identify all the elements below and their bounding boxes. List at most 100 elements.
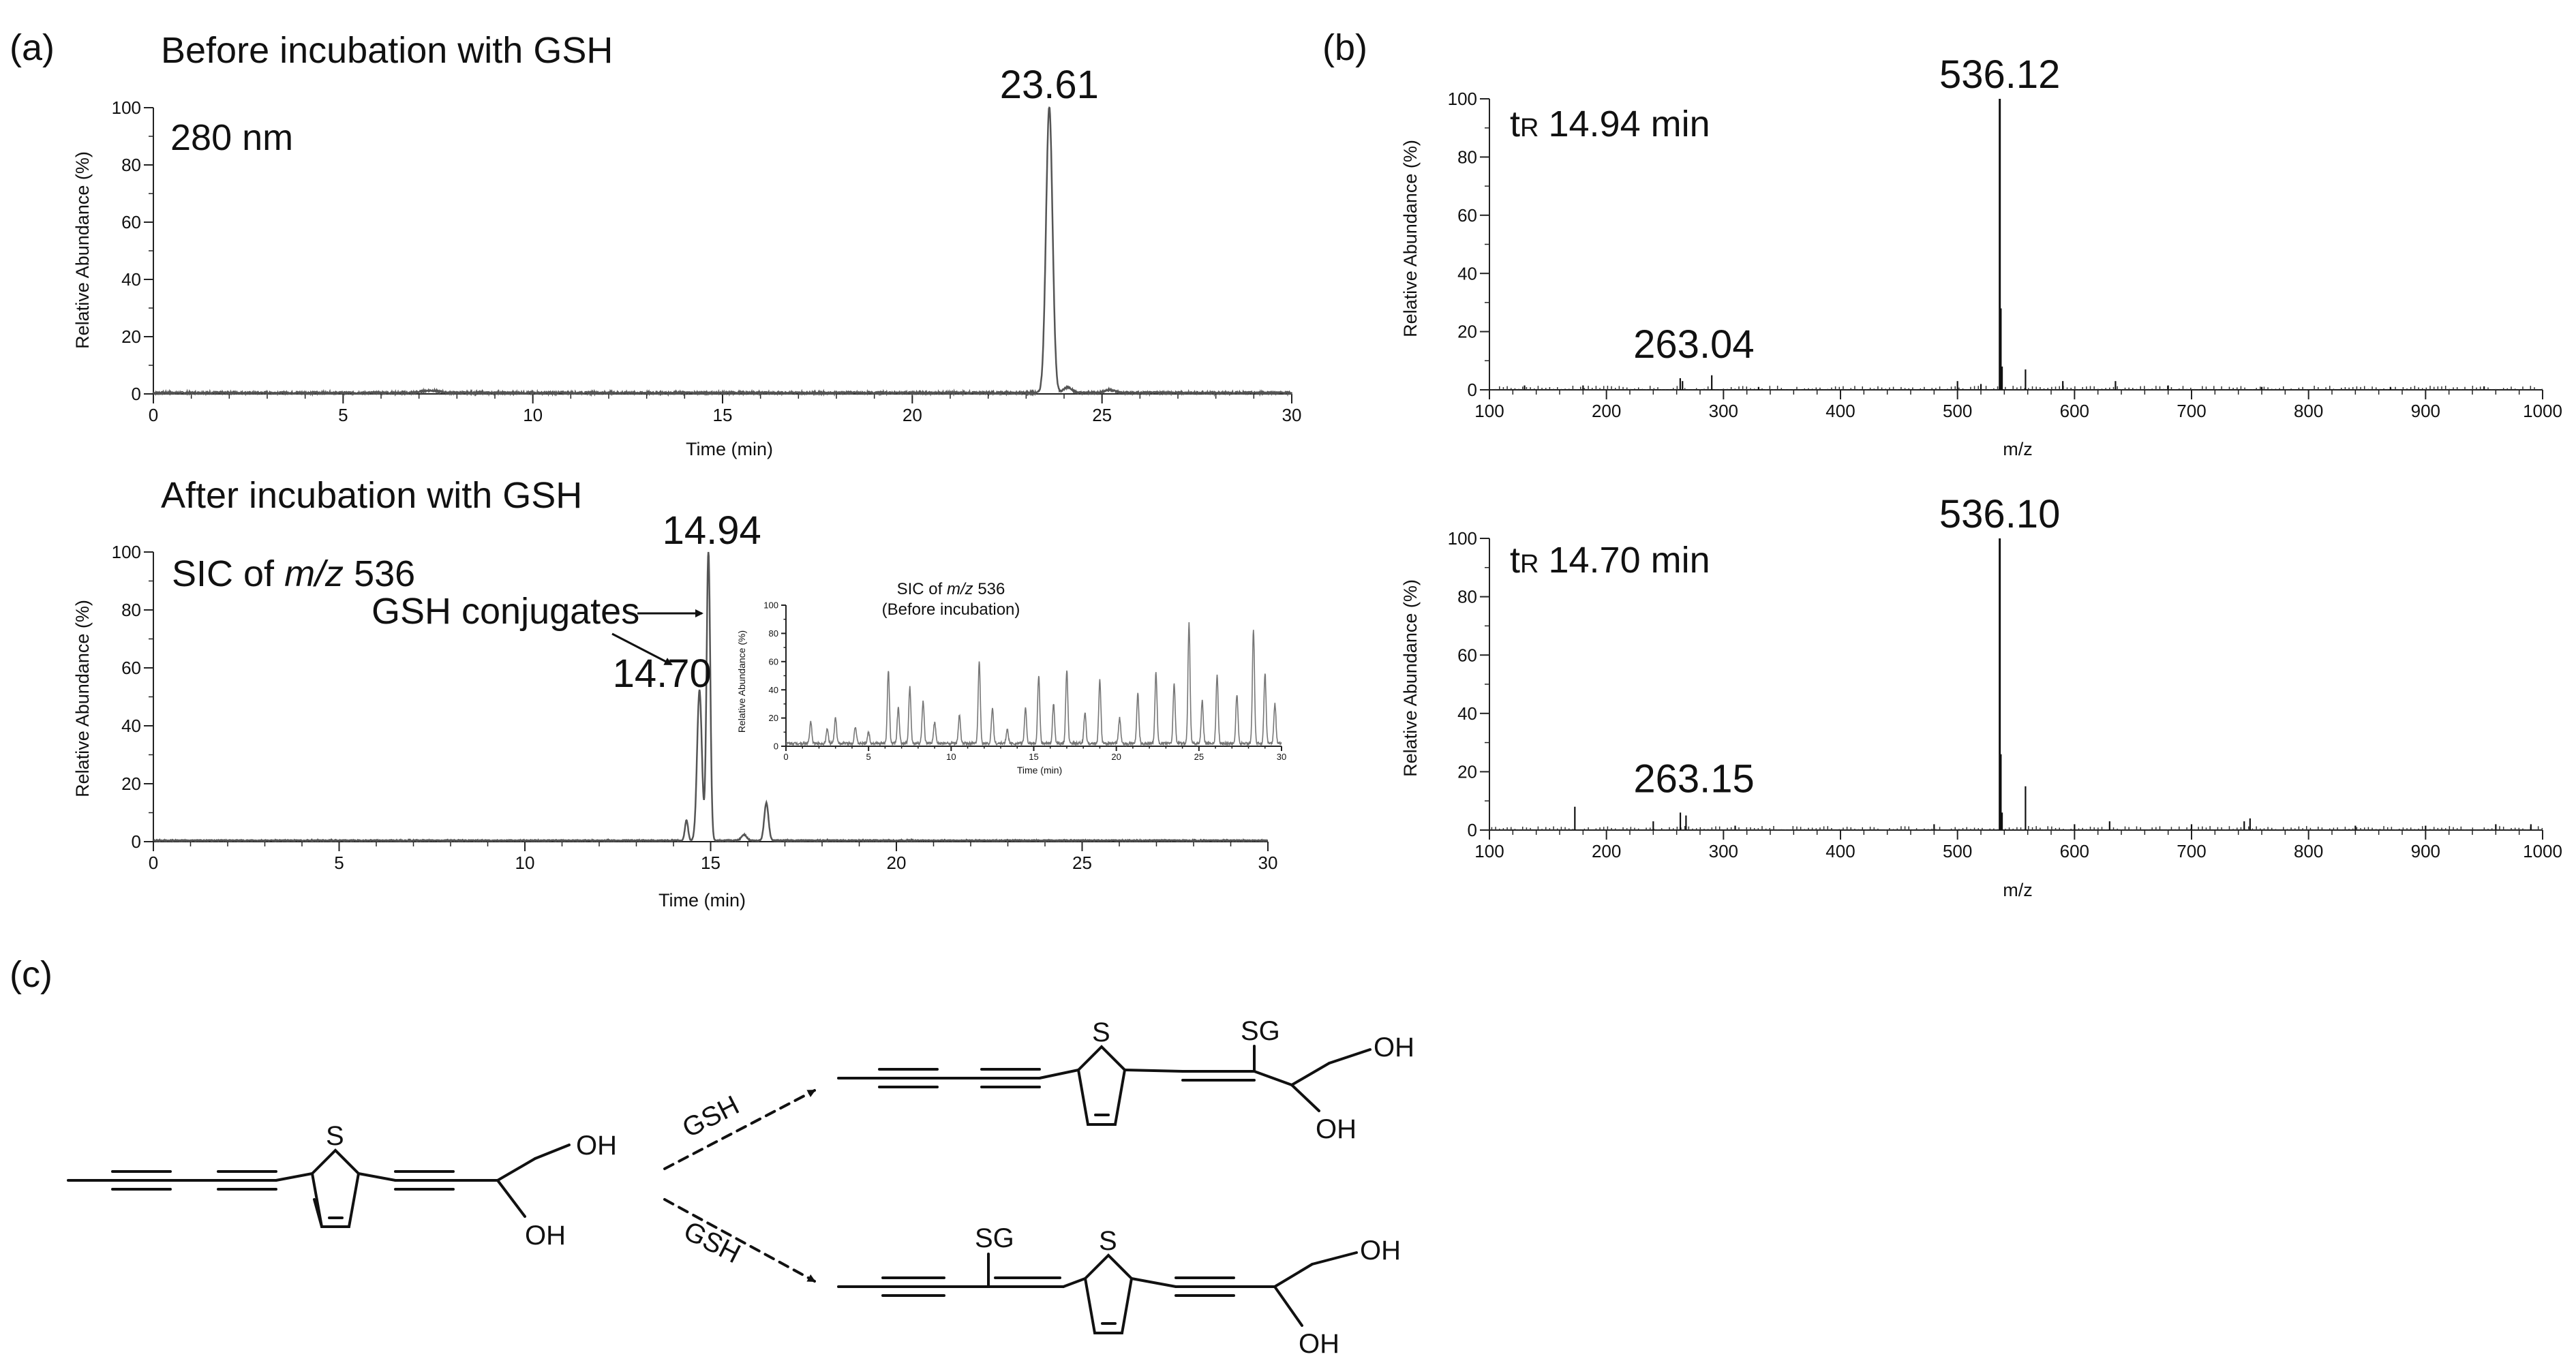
trace bbox=[153, 106, 1293, 397]
x-tick-label: 15 bbox=[713, 405, 733, 425]
labels: 23.61 bbox=[1000, 63, 1099, 107]
chromatogram-line bbox=[153, 106, 1293, 397]
trace bbox=[153, 551, 1269, 843]
chromatogram-line bbox=[153, 551, 1269, 843]
y-tick-label: 100 bbox=[112, 542, 141, 562]
x-axis-label: m/z bbox=[2003, 439, 2033, 459]
product-bottom-sulfur: S bbox=[1099, 1226, 1117, 1256]
peak-label: 23.61 bbox=[1000, 63, 1099, 107]
x-tick-label: 25 bbox=[1072, 853, 1092, 873]
reagent-label-top: GSH bbox=[678, 1090, 744, 1144]
chart-subtitle: SIC of m/z 536 bbox=[172, 553, 415, 594]
x-tick-label: 0 bbox=[149, 405, 158, 425]
y-tick-label: 20 bbox=[1457, 322, 1477, 342]
y-tick-label: 40 bbox=[769, 685, 778, 695]
y-axis-label: Relative Abundance (%) bbox=[72, 151, 93, 349]
labels: 536.10 263.15 bbox=[1633, 492, 2060, 801]
x-tick-label: 500 bbox=[1943, 841, 1972, 861]
x-tick-label: 20 bbox=[903, 405, 922, 425]
y-tick-label: 0 bbox=[1468, 820, 1477, 840]
reactant-structure bbox=[67, 1144, 571, 1228]
chart-title: tR 14.70 min bbox=[1510, 540, 1710, 581]
x-tick-label: 25 bbox=[1194, 752, 1204, 762]
arrow-to-product-bottom bbox=[663, 1198, 816, 1283]
chart-title: After incubation with GSH bbox=[161, 475, 582, 516]
product-bottom-sg: SG bbox=[975, 1223, 1014, 1253]
y-tick-label: 80 bbox=[121, 600, 141, 620]
y-tick-label: 0 bbox=[132, 384, 141, 404]
y-axis-label: Relative Abundance (%) bbox=[1400, 579, 1421, 777]
y-tick-label: 80 bbox=[1457, 147, 1477, 168]
y-tick-label: 60 bbox=[769, 656, 778, 667]
x-tick-label: 200 bbox=[1592, 841, 1621, 861]
x-tick-label: 700 bbox=[2177, 841, 2206, 861]
y-tick-label: 60 bbox=[1457, 645, 1477, 665]
inset-axes: 0 5 10 15 20 25 30 0 20 40 60 80 100 bbox=[763, 600, 1286, 762]
y-tick-label: 80 bbox=[121, 155, 141, 175]
x-tick-label: 800 bbox=[2294, 841, 2323, 861]
inset-title-line2: (Before incubation) bbox=[882, 600, 1020, 619]
x-tick-label: 400 bbox=[1825, 841, 1855, 861]
inset-x-label: Time (min) bbox=[1017, 765, 1062, 776]
x-tick-label: 25 bbox=[1092, 405, 1112, 425]
x-tick-label: 10 bbox=[946, 752, 956, 762]
x-tick-label: 5 bbox=[338, 405, 348, 425]
y-tick-label: 0 bbox=[1468, 380, 1477, 400]
x-tick-label: 15 bbox=[701, 853, 721, 873]
axes: 100 200 300 400 500 600 700 800 900 1000 0 20 40 60 80… bbox=[1448, 528, 2562, 861]
inset-title: SIC of m/z 536 bbox=[897, 580, 1005, 598]
x-axis-label: m/z bbox=[2003, 880, 2033, 900]
arrow-to-14-70 bbox=[611, 632, 673, 666]
y-tick-label: 40 bbox=[121, 716, 141, 736]
x-tick-label: 30 bbox=[1258, 853, 1278, 873]
y-tick-label: 20 bbox=[121, 326, 141, 347]
x-tick-label: 1000 bbox=[2523, 841, 2562, 861]
x-tick-label: 600 bbox=[2060, 401, 2089, 421]
y-tick-label: 100 bbox=[763, 600, 778, 611]
peak-label: 14.70 bbox=[613, 652, 712, 696]
x-tick-label: 10 bbox=[523, 405, 543, 425]
y-tick-label: 100 bbox=[1448, 89, 1477, 109]
y-tick-label: 40 bbox=[1457, 263, 1477, 284]
x-tick-label: 900 bbox=[2411, 841, 2440, 861]
peak-label: 14.94 bbox=[663, 508, 761, 553]
y-axis-label: Relative Abundance (%) bbox=[1400, 140, 1421, 337]
trace bbox=[1491, 99, 2543, 390]
product-bottom-structure bbox=[837, 1251, 1358, 1334]
inset-chromatogram-line bbox=[785, 622, 1282, 747]
chart-title: Before incubation with GSH bbox=[161, 30, 613, 71]
y-tick-label: 100 bbox=[112, 97, 141, 118]
y-tick-label: 0 bbox=[132, 831, 141, 852]
y-tick-label: 80 bbox=[769, 628, 778, 639]
y-tick-label: 40 bbox=[1457, 703, 1477, 724]
x-tick-label: 20 bbox=[887, 853, 907, 873]
gsh-conjugates-label: GSH conjugates bbox=[372, 591, 639, 632]
reactant-oh-bottom: OH bbox=[525, 1221, 566, 1251]
product-bottom-oh-right: OH bbox=[1360, 1236, 1401, 1266]
x-tick-label: 5 bbox=[866, 752, 871, 762]
y-tick-label: 20 bbox=[769, 713, 778, 723]
x-tick-label: 300 bbox=[1709, 401, 1738, 421]
x-tick-label: 10 bbox=[515, 853, 535, 873]
y-tick-label: 0 bbox=[774, 741, 778, 752]
reaction-scheme bbox=[67, 1045, 1372, 1334]
labels: 14.94 14.70 bbox=[613, 508, 761, 696]
product-top-sg: SG bbox=[1241, 1016, 1280, 1046]
product-top-oh-right: OH bbox=[1374, 1032, 1414, 1062]
inset-trace bbox=[785, 622, 1282, 747]
x-tick-label: 200 bbox=[1592, 401, 1621, 421]
x-tick-label: 800 bbox=[2294, 401, 2323, 421]
y-tick-label: 40 bbox=[121, 269, 141, 290]
x-tick-label: 400 bbox=[1825, 401, 1855, 421]
panel-label-a: (a) bbox=[10, 27, 55, 68]
peak-label: 263.04 bbox=[1633, 322, 1754, 367]
x-tick-label: 300 bbox=[1709, 841, 1738, 861]
scheme-labels: S OH OH GSH GSH S SG OH OH SG S OH OH bbox=[326, 1016, 1414, 1359]
product-bottom-oh-bottom: OH bbox=[1299, 1329, 1339, 1359]
x-tick-label: 500 bbox=[1943, 401, 1972, 421]
chart-subtitle: 280 nm bbox=[170, 117, 293, 158]
x-tick-label: 1000 bbox=[2523, 401, 2562, 421]
trace bbox=[1491, 538, 2543, 830]
x-tick-label: 15 bbox=[1029, 752, 1038, 762]
